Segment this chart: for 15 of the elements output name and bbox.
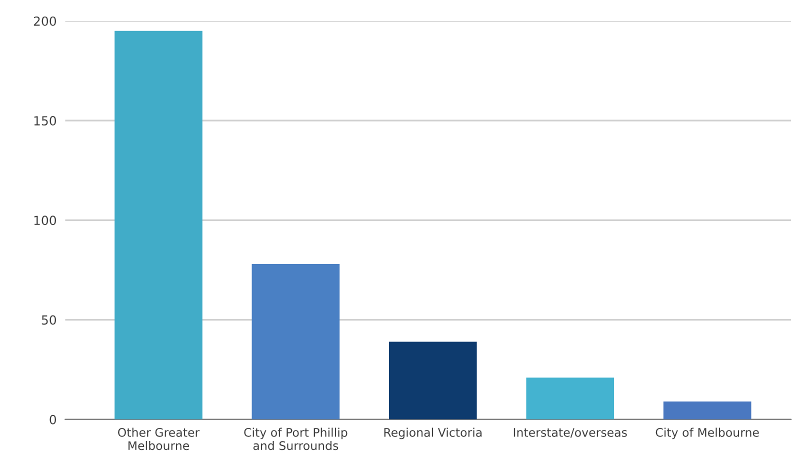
x-tick-label: Other Greater Melbourne (118, 428, 200, 450)
x-tick-label: City of Melbourne (656, 428, 759, 440)
x-tick-label: Regional Victoria (384, 428, 482, 440)
y-tick-label: 100 (34, 216, 56, 226)
y-tick-label: 0 (50, 414, 56, 424)
bar (252, 264, 340, 420)
y-tick-label: 150 (34, 116, 56, 126)
bar (114, 30, 202, 420)
y-tick-label: 50 (42, 315, 56, 325)
bar (389, 342, 477, 420)
x-tick-label: Interstate/overseas (514, 428, 627, 438)
y-tick-label: 200 (34, 16, 56, 26)
bar (526, 378, 614, 420)
bar (663, 401, 752, 420)
x-tick-label: City of Port Phillip and Surrounds (244, 428, 348, 450)
